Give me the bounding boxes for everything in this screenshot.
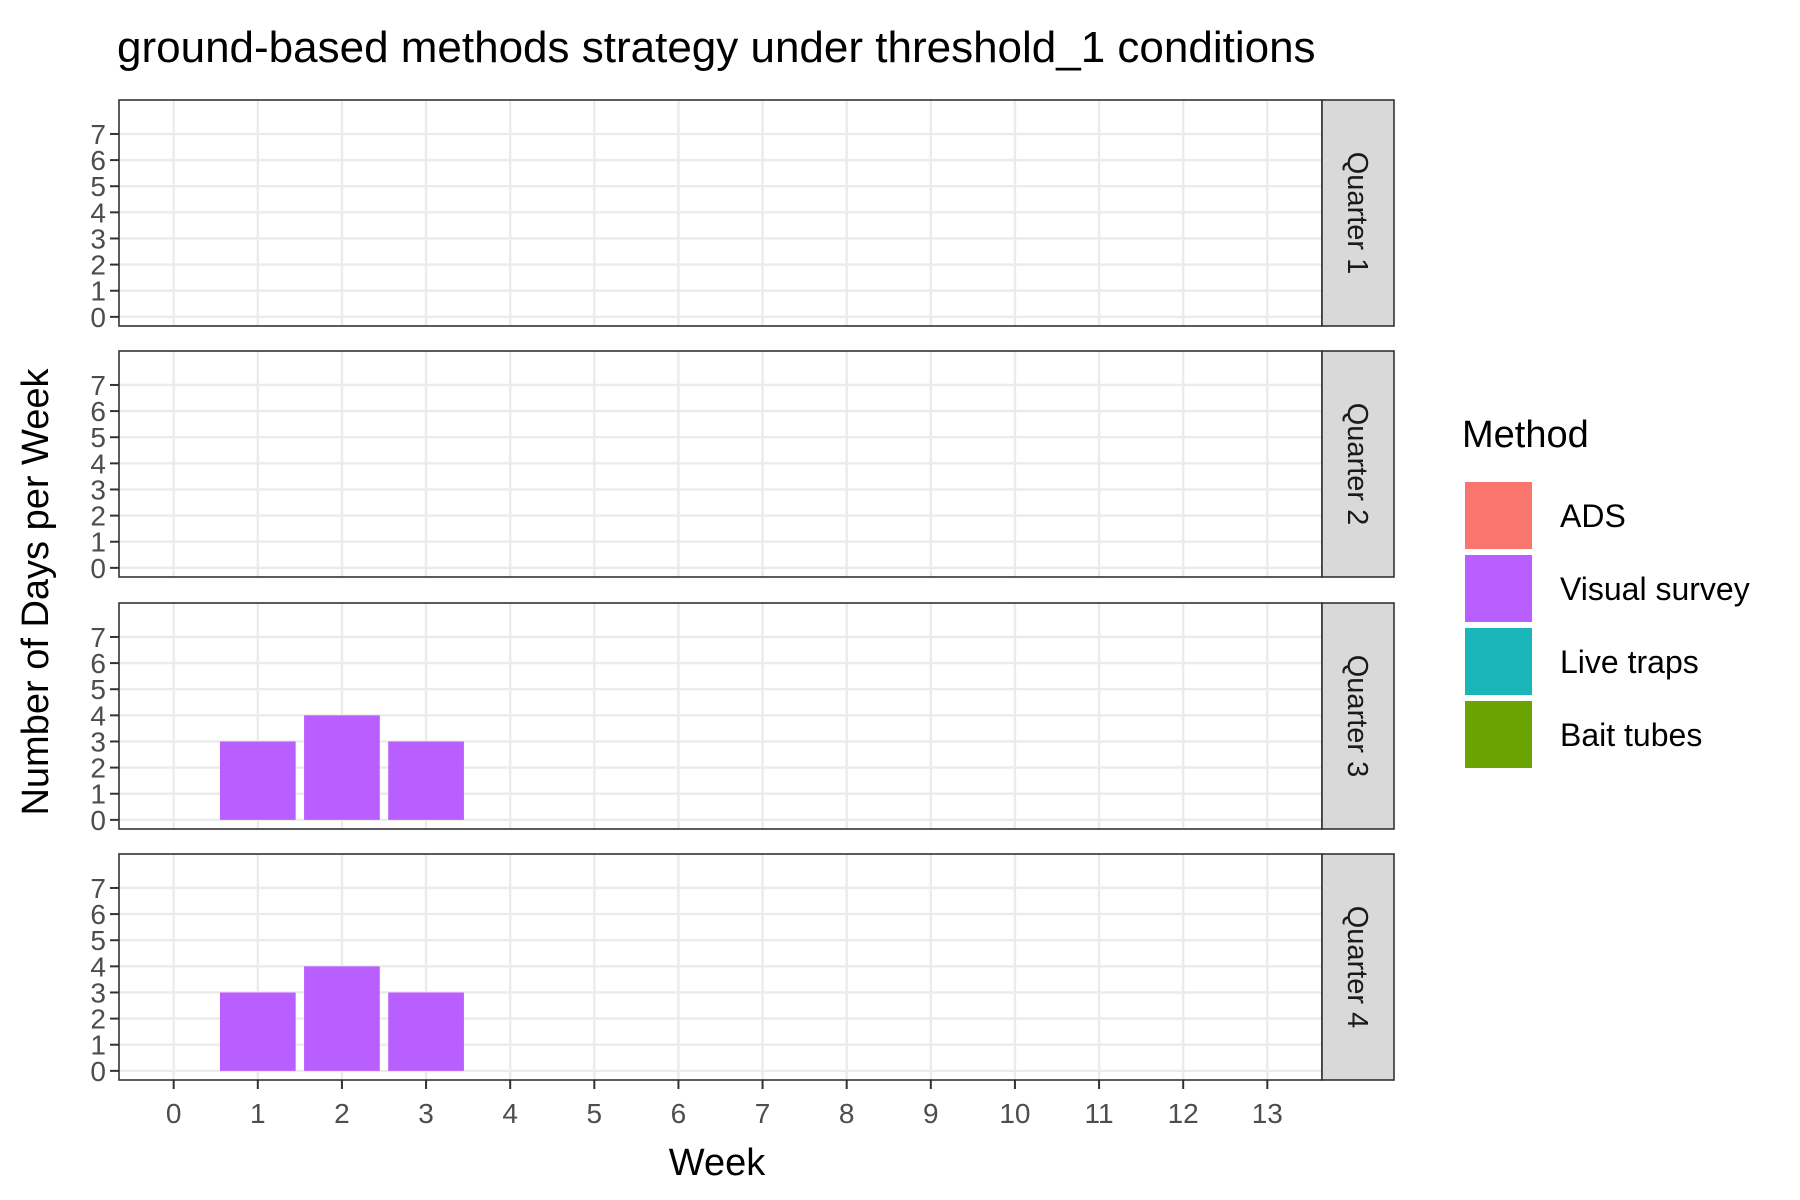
facet-strip: Quarter 3 [1321, 602, 1395, 830]
x-tick-label: 5 [587, 1098, 603, 1129]
y-tick-label: 5 [90, 925, 106, 956]
facet-strip-background [1321, 853, 1395, 1081]
legend-label: Visual survey [1560, 571, 1750, 607]
y-tick-label: 3 [90, 726, 106, 757]
facet-strip-background [1321, 350, 1395, 578]
x-tick-label: 1 [250, 1098, 266, 1129]
y-tick-label: 4 [90, 700, 106, 731]
legend-label: ADS [1560, 498, 1626, 534]
x-tick-label: 2 [334, 1098, 350, 1129]
legend-item: ADS [1465, 482, 1626, 549]
y-tick-label: 5 [90, 674, 106, 705]
y-tick-label: 2 [90, 1004, 106, 1035]
y-tick-label: 2 [90, 501, 106, 532]
legend-swatch [1465, 555, 1532, 622]
x-tick-label: 13 [1252, 1098, 1283, 1129]
facet-strip: Quarter 4 [1321, 853, 1395, 1081]
facet-strip-label: Quarter 4 [1341, 906, 1373, 1029]
x-tick-label: 0 [166, 1098, 182, 1129]
y-tick-label: 0 [90, 805, 106, 836]
y-tick-label: 7 [90, 370, 106, 401]
legend-swatch [1465, 628, 1532, 695]
chart-title: ground-based methods strategy under thre… [117, 23, 1316, 72]
y-tick-label: 1 [90, 276, 106, 307]
facet-strip-label: Quarter 1 [1341, 152, 1373, 275]
y-tick-label: 2 [90, 250, 106, 281]
x-tick-label: 9 [923, 1098, 939, 1129]
y-tick-label: 7 [90, 119, 106, 150]
y-tick-label: 2 [90, 753, 106, 784]
y-tick-label: 1 [90, 527, 106, 558]
bar [219, 992, 296, 1071]
facet-strip: Quarter 1 [1321, 99, 1395, 327]
y-tick-label: 4 [90, 448, 106, 479]
y-tick-label: 6 [90, 899, 106, 930]
y-tick-label: 7 [90, 873, 106, 904]
legend-swatch [1465, 701, 1532, 768]
bar [388, 741, 464, 820]
bar [304, 715, 380, 820]
bar [219, 741, 296, 820]
legend-items: ADS Visual survey Live traps Bait tubes [1465, 482, 1750, 768]
y-tick-label: 6 [90, 396, 106, 427]
y-tick-label: 3 [90, 223, 106, 254]
legend-label: Live traps [1560, 644, 1699, 680]
facet-strip-background [1321, 99, 1395, 327]
bar [304, 966, 380, 1071]
x-axis-ticks: 0 1 2 3 4 5 6 7 8 9 10 11 12 13 [166, 1080, 1283, 1129]
x-tick-label: 4 [502, 1098, 518, 1129]
facet-strip-label: Quarter 3 [1341, 655, 1373, 778]
x-tick-label: 6 [671, 1098, 687, 1129]
x-tick-label: 7 [755, 1098, 771, 1129]
y-tick-label: 7 [90, 622, 106, 653]
legend-item: Live traps [1465, 628, 1699, 695]
legend-title: Method [1462, 414, 1589, 456]
y-tick-label: 6 [90, 648, 106, 679]
legend-item: Visual survey [1465, 555, 1750, 622]
legend-label: Bait tubes [1560, 717, 1702, 753]
x-tick-label: 10 [999, 1098, 1030, 1129]
legend-swatch [1465, 482, 1532, 549]
y-tick-label: 4 [90, 951, 106, 982]
y-tick-label: 4 [90, 197, 106, 228]
x-axis-label: Week [669, 1142, 766, 1184]
legend-item: Bait tubes [1465, 701, 1702, 768]
y-tick-label: 1 [90, 1030, 106, 1061]
y-tick-label: 3 [90, 977, 106, 1008]
y-tick-label: 5 [90, 171, 106, 202]
facet-strip-label: Quarter 2 [1341, 403, 1373, 526]
y-tick-label: 3 [90, 474, 106, 505]
x-tick-label: 11 [1085, 1098, 1114, 1129]
y-axis-label: Number of Days per Week [15, 367, 57, 815]
y-tick-label: 5 [90, 422, 106, 453]
x-tick-label: 8 [839, 1098, 855, 1129]
y-tick-label: 0 [90, 302, 106, 333]
facet-strip-background [1321, 602, 1395, 830]
y-tick-label: 0 [90, 553, 106, 584]
y-tick-label: 0 [90, 1056, 106, 1087]
y-tick-label: 1 [90, 779, 106, 810]
x-tick-label: 3 [418, 1098, 434, 1129]
legend: Method ADS Visual survey Live traps Bait tu… [1462, 414, 1750, 768]
bar [388, 992, 464, 1071]
x-tick-label: 12 [1168, 1098, 1199, 1129]
y-tick-label: 6 [90, 145, 106, 176]
facet-strip: Quarter 2 [1321, 350, 1395, 578]
